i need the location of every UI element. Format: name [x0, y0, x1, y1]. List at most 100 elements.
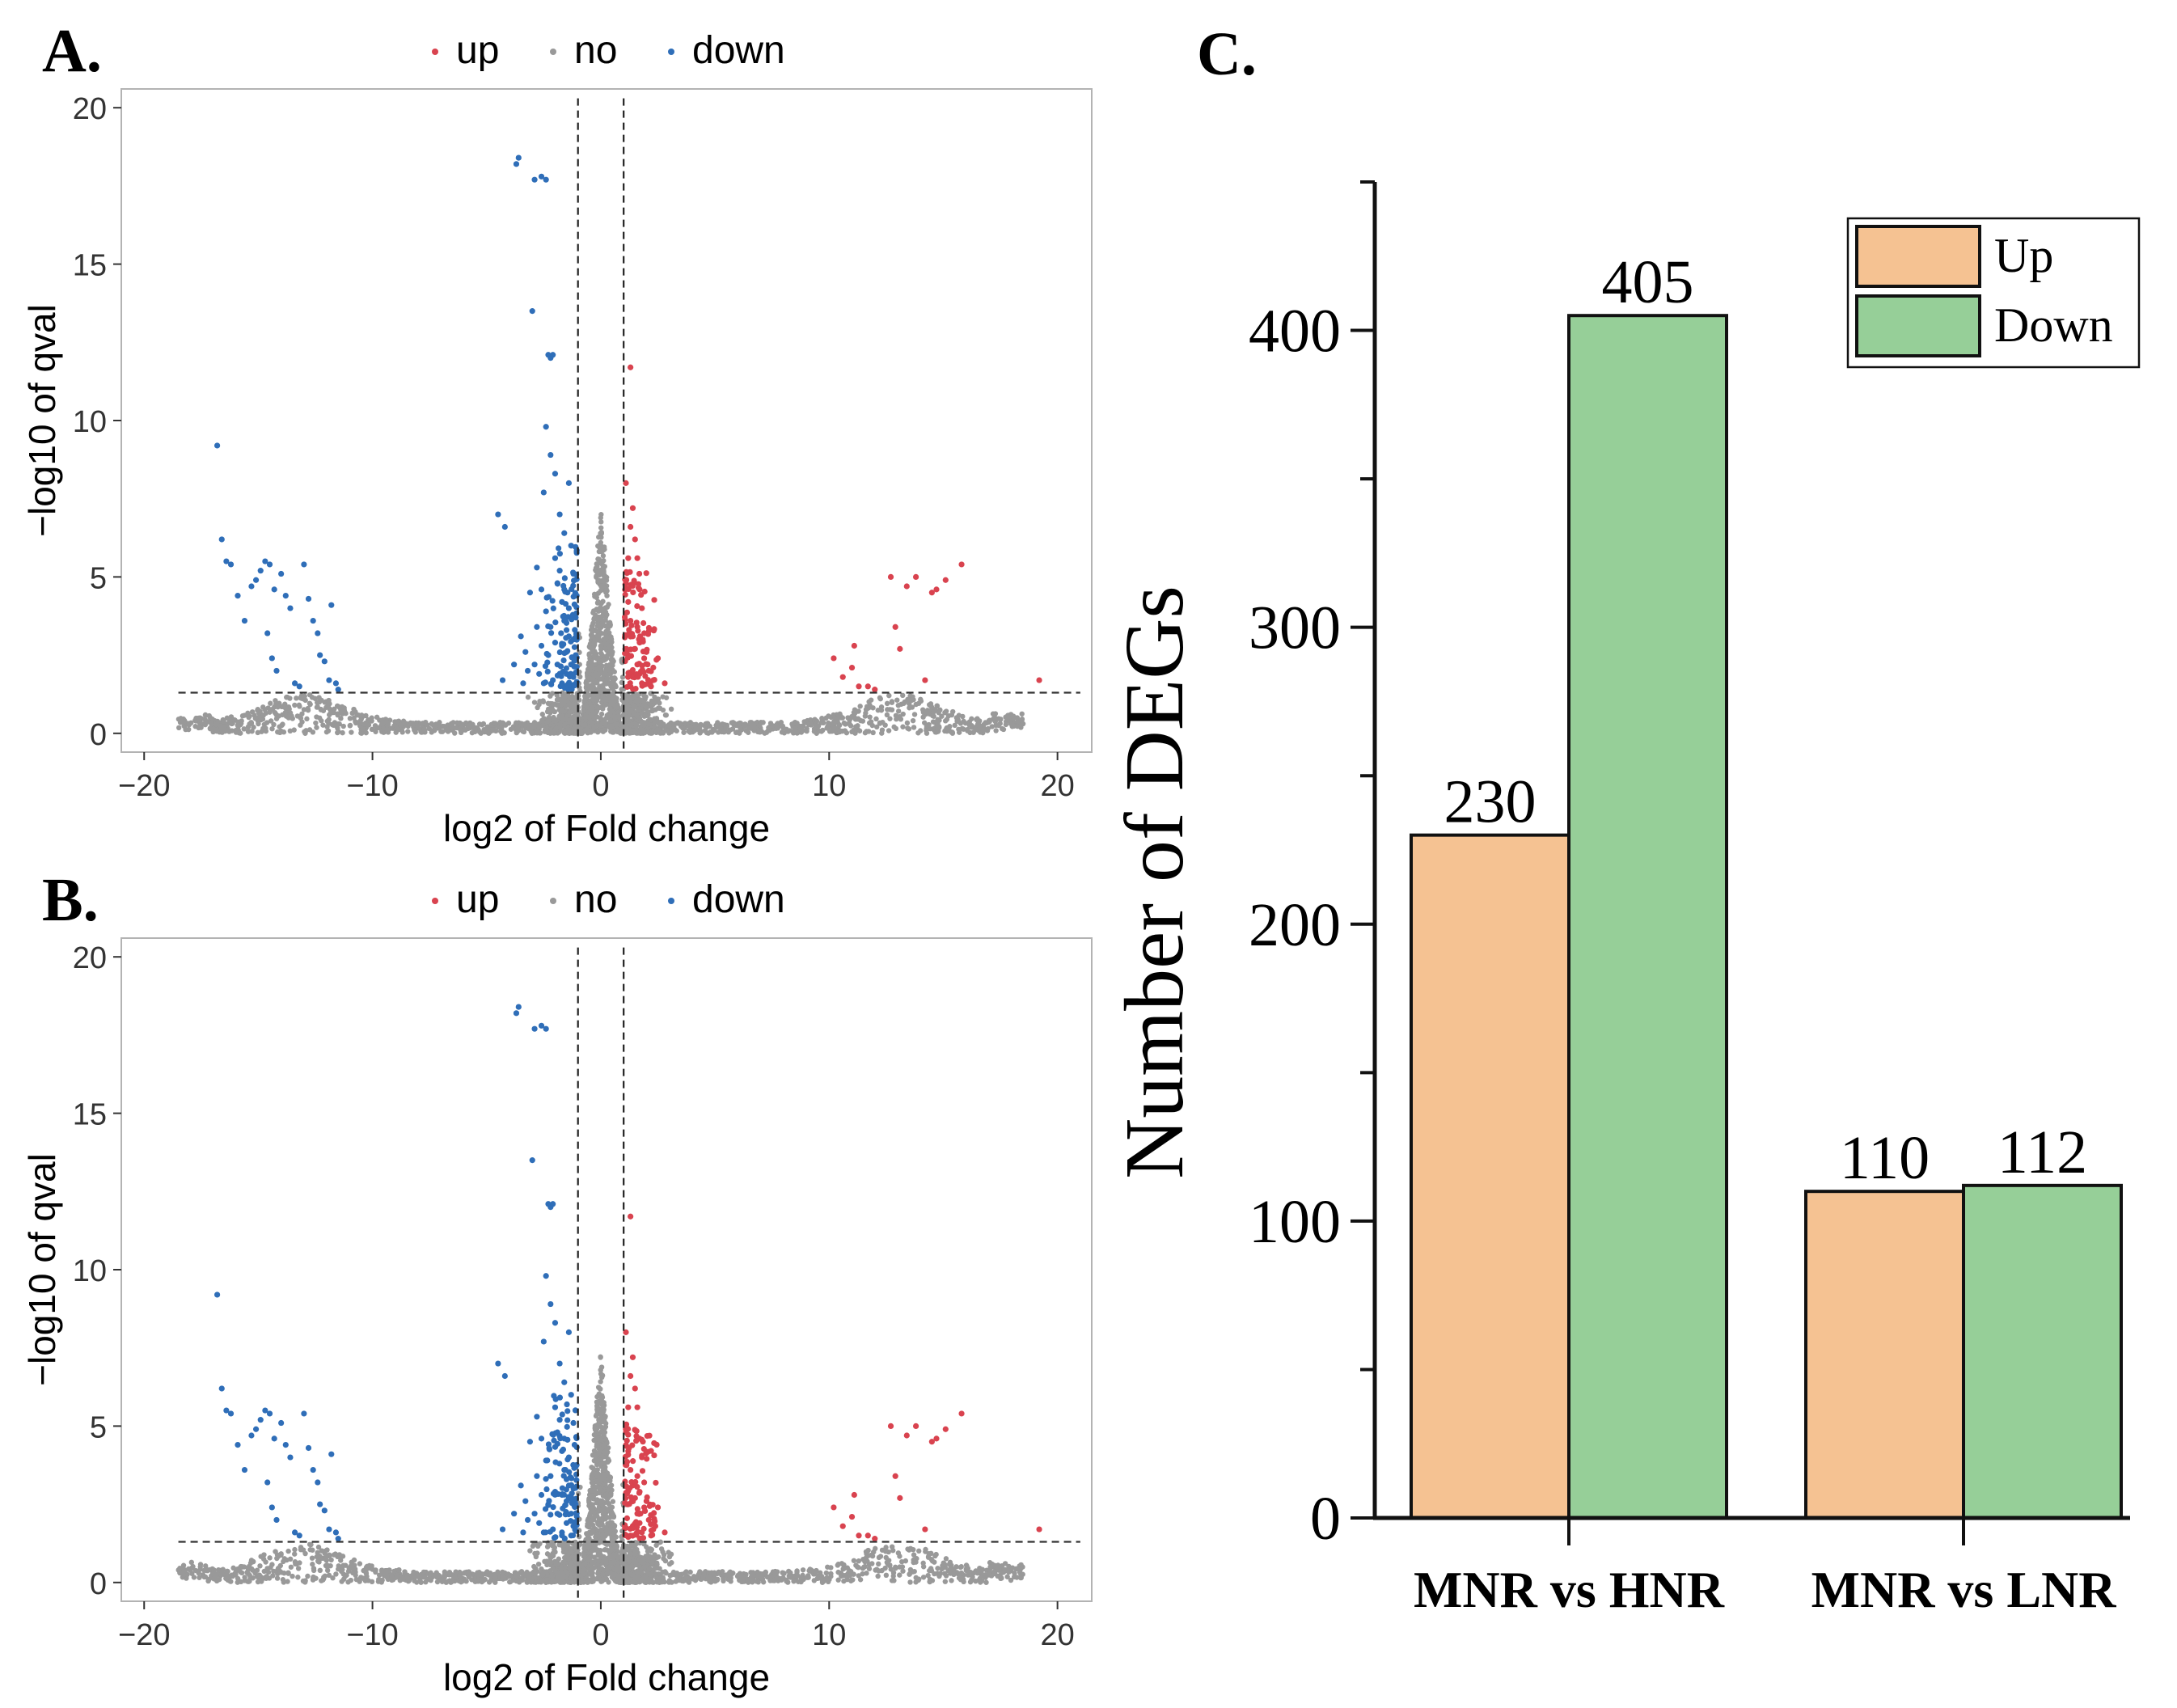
- point-no: [581, 693, 588, 699]
- point-no: [292, 1546, 298, 1553]
- point-no: [291, 727, 297, 733]
- point-no: [533, 721, 539, 727]
- point-down: [544, 659, 551, 666]
- point-no: [605, 713, 611, 719]
- point-no: [755, 1579, 761, 1585]
- point-no: [201, 1567, 207, 1574]
- point-down: [565, 682, 572, 688]
- point-no: [226, 717, 233, 723]
- point-no: [711, 1571, 717, 1577]
- point-down: [556, 568, 563, 574]
- point-no: [641, 699, 647, 705]
- point-no: [274, 1575, 281, 1581]
- point-down: [268, 655, 275, 662]
- point-no: [369, 1563, 374, 1569]
- point-no: [607, 1526, 614, 1533]
- point-no: [340, 729, 345, 736]
- point-no: [525, 694, 531, 700]
- point-no: [314, 704, 320, 710]
- point-no: [590, 644, 597, 650]
- point-up: [864, 683, 871, 690]
- point-up: [633, 619, 640, 626]
- point-down: [536, 670, 543, 677]
- point-no: [894, 717, 899, 722]
- point-no: [873, 716, 879, 722]
- point-down: [560, 582, 567, 590]
- x-tick-label: −10: [346, 769, 398, 803]
- point-no: [302, 729, 307, 734]
- point-no: [594, 564, 600, 569]
- point-down: [296, 683, 302, 690]
- point-no: [962, 720, 969, 726]
- point-no: [1017, 1575, 1024, 1581]
- point-no: [596, 664, 602, 670]
- point-no: [594, 656, 600, 662]
- point-no: [600, 553, 607, 559]
- point-no: [949, 712, 955, 718]
- point-no: [907, 1571, 913, 1577]
- point-down: [556, 670, 563, 677]
- point-no: [794, 1568, 800, 1574]
- point-up: [942, 577, 949, 583]
- point-no: [693, 721, 699, 727]
- point-up: [634, 602, 640, 610]
- point-no: [396, 1566, 402, 1573]
- point-no: [877, 695, 883, 701]
- point-no: [590, 728, 595, 734]
- point-no: [315, 700, 320, 705]
- point-no: [411, 1569, 416, 1575]
- point-no: [738, 721, 744, 726]
- point-down: [554, 581, 561, 587]
- point-no: [828, 1571, 834, 1577]
- legend-marker-no: [550, 898, 556, 904]
- point-no: [598, 530, 604, 535]
- point-no: [961, 726, 966, 732]
- point-up: [639, 666, 645, 674]
- point-no: [595, 598, 601, 605]
- point-no: [668, 706, 674, 712]
- point-no: [309, 1555, 315, 1561]
- point-no: [245, 724, 252, 730]
- points-no: [175, 1354, 1025, 1585]
- point-down: [529, 308, 535, 315]
- point-no: [857, 704, 863, 709]
- point-no: [891, 724, 897, 730]
- point-no: [311, 1566, 317, 1571]
- point-no: [609, 645, 615, 650]
- point-no: [539, 722, 546, 729]
- point-down: [543, 176, 549, 183]
- point-no: [413, 720, 419, 726]
- legend-label-up: up: [456, 878, 499, 921]
- point-up: [640, 619, 647, 627]
- point-no: [943, 708, 949, 714]
- point-no: [704, 721, 709, 726]
- point-down: [315, 630, 321, 636]
- point-no: [916, 1548, 922, 1554]
- point-up: [641, 588, 648, 595]
- point-no: [598, 543, 604, 550]
- point-down: [563, 619, 569, 625]
- point-no: [545, 700, 552, 707]
- point-no: [833, 716, 839, 721]
- point-no: [887, 716, 893, 721]
- point-no: [849, 729, 855, 735]
- point-no: [600, 598, 606, 604]
- point-down: [550, 605, 556, 611]
- point-no: [869, 722, 875, 729]
- point-no: [911, 1568, 917, 1575]
- point-no: [175, 725, 182, 731]
- point-no: [581, 722, 587, 728]
- point-no: [429, 729, 434, 735]
- point-no: [936, 717, 942, 723]
- point-no: [202, 712, 209, 718]
- point-no: [569, 696, 574, 702]
- point-up: [635, 581, 642, 587]
- point-no: [563, 728, 569, 734]
- point-down: [520, 680, 526, 687]
- point-no: [306, 700, 313, 707]
- point-no: [316, 695, 322, 700]
- point-no: [552, 701, 558, 707]
- point-no: [649, 707, 655, 712]
- point-up: [922, 677, 928, 683]
